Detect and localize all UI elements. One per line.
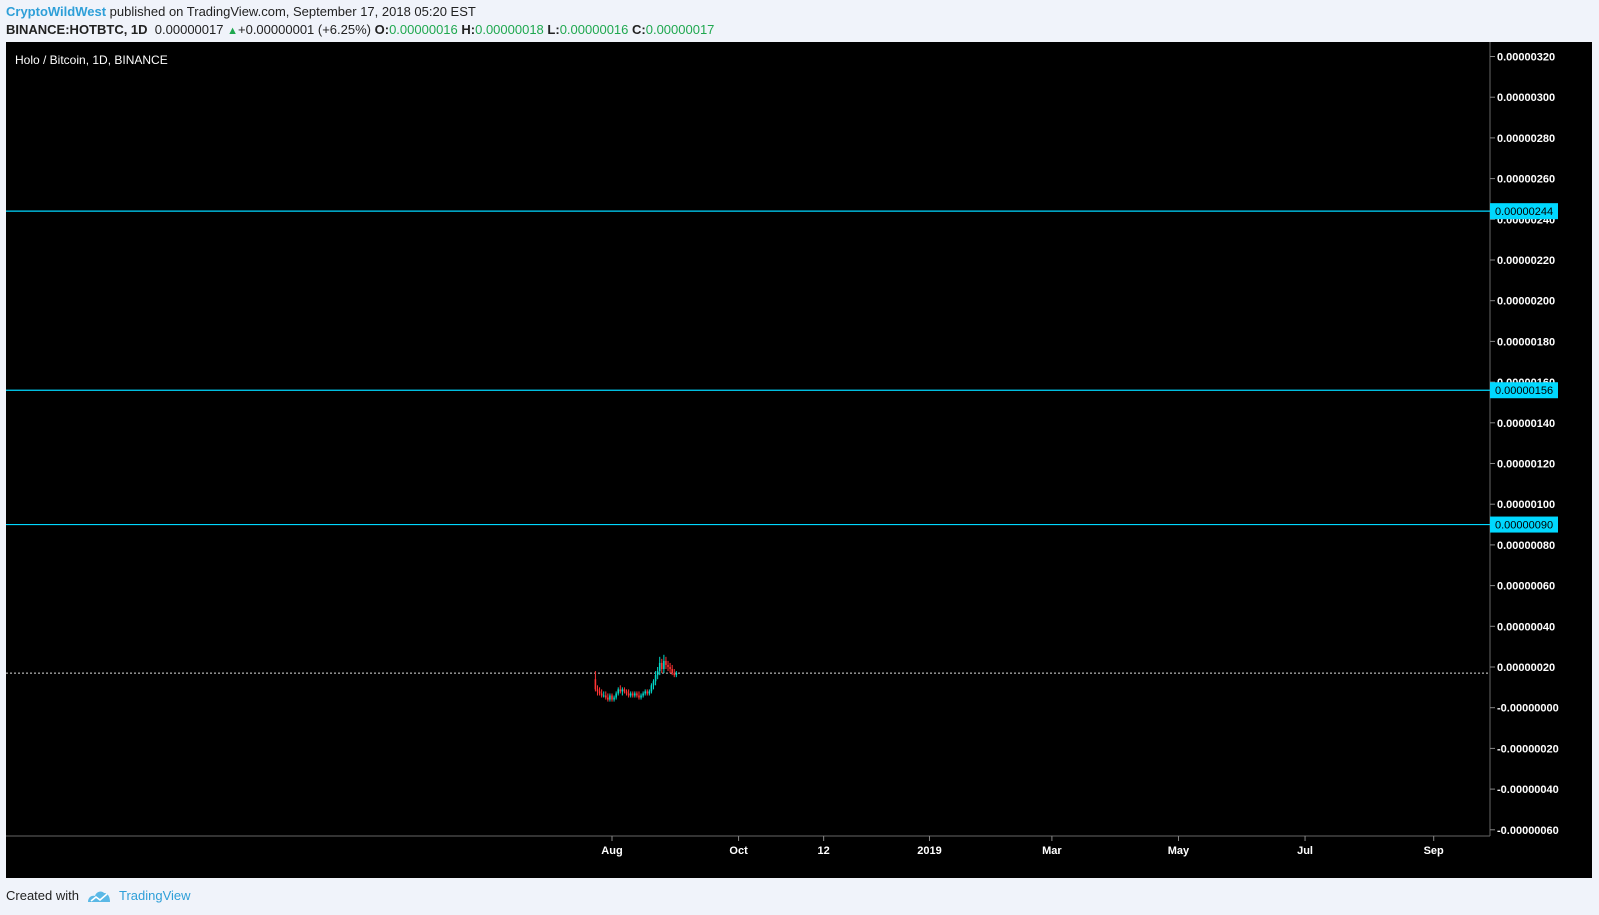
chart-title: Holo / Bitcoin, 1D, BINANCE (15, 53, 168, 67)
x-tick-label: Aug (601, 845, 622, 857)
level-price-tag (1490, 516, 1558, 533)
candle-body (596, 689, 599, 692)
x-tick-label: Jul (1297, 845, 1313, 857)
triangle-up-icon: ▲ (227, 25, 238, 37)
candle-body (598, 691, 601, 694)
candle-body (648, 691, 651, 694)
candle-body (669, 667, 671, 670)
candle-body (607, 697, 609, 700)
candle-body (658, 662, 661, 672)
candle-body (611, 695, 613, 700)
level-price-tag (1490, 382, 1558, 399)
y-tick-label: -0.00000020 (1497, 743, 1559, 755)
candle-body (640, 695, 642, 698)
ohlc-header: BINANCE:HOTBTC, 1D 0.00000017 ▲+0.000000… (6, 22, 714, 37)
y-tick-label: 0.00000120 (1497, 459, 1555, 471)
chart-container[interactable]: Holo / Bitcoin, 1D, BINANCE 0.00000320 0.… (6, 42, 1592, 878)
high-value: 0.00000018 (475, 22, 544, 37)
last-price: 0.00000017 (154, 22, 224, 37)
y-tick-label: 0.00000300 (1497, 92, 1555, 104)
x-tick-label: Sep (1424, 845, 1444, 857)
tradingview-logo-icon[interactable] (87, 889, 111, 903)
y-tick-label: 0.00000200 (1497, 296, 1555, 308)
candle-body (650, 685, 653, 692)
candle-body (656, 671, 659, 676)
candle-body (638, 695, 640, 698)
candle-body (667, 664, 669, 667)
candle-body (602, 695, 605, 697)
y-tick-label: 0.00000060 (1497, 581, 1555, 593)
y-tick-label: -0.00000040 (1497, 784, 1559, 796)
level-price-label: 0.00000090 (1495, 520, 1553, 532)
candle-body (654, 675, 657, 682)
candle-body (644, 691, 646, 694)
price-axis-background (1490, 42, 1592, 878)
candle-body (636, 693, 638, 696)
tradingview-link[interactable]: TradingView (118, 888, 191, 903)
price-change: +0.00000001 (+6.25%) (238, 22, 371, 37)
level-price-tag (1490, 203, 1558, 220)
candle-body (634, 693, 636, 696)
y-tick-label: 0.00000260 (1497, 174, 1555, 186)
y-tick-label: 0.00000180 (1497, 336, 1555, 348)
y-tick-label: -0.00000000 (1497, 703, 1559, 715)
y-tick-label: 0.00000100 (1497, 499, 1555, 511)
candle-body (613, 697, 615, 700)
author-link[interactable]: CryptoWildWest (6, 4, 107, 19)
x-tick-label: May (1168, 845, 1190, 857)
close-value: 0.00000017 (645, 22, 715, 37)
candle-body (652, 681, 655, 686)
candle-body (594, 679, 597, 690)
candle-body (619, 689, 622, 692)
publish-info: CryptoWildWest published on TradingView.… (6, 4, 476, 19)
candle-body (625, 691, 628, 694)
candle-body (665, 660, 667, 665)
x-tick-label: Mar (1042, 845, 1062, 857)
low-label: L: (547, 22, 560, 37)
candle-body (604, 695, 607, 698)
candle-body (627, 693, 630, 696)
candle-body (615, 693, 617, 698)
y-tick-label: -0.00000060 (1497, 825, 1559, 837)
y-tick-label: 0.00000280 (1497, 133, 1555, 145)
level-price-label: 0.00000244 (1495, 206, 1553, 218)
y-tick-label: 0.00000040 (1497, 621, 1555, 633)
high-label: H: (461, 22, 476, 37)
y-tick-label: 0.00000140 (1497, 418, 1555, 430)
candle-body (629, 693, 632, 696)
candle-body (642, 693, 644, 696)
candle-body (600, 693, 603, 696)
y-tick-label: 0.00000020 (1497, 662, 1555, 674)
y-tick-label: 0.00000080 (1497, 540, 1555, 552)
candle-body (675, 673, 678, 676)
y-tick-label: 0.00000220 (1497, 255, 1555, 267)
x-tick-label: 12 (818, 845, 830, 857)
candle-body (663, 660, 665, 670)
candle-body (609, 695, 611, 700)
low-value: 0.00000016 (559, 22, 629, 37)
candle-body (621, 689, 624, 692)
candle-body (671, 669, 673, 674)
symbol-label: BINANCE:HOTBTC, 1D (6, 22, 148, 37)
candle-body (661, 662, 663, 670)
open-label: O: (374, 22, 390, 37)
y-tick-label: 0.00000320 (1497, 52, 1555, 64)
candle-body (617, 689, 620, 694)
time-axis-background (6, 836, 1592, 878)
candle-body (646, 691, 649, 694)
open-value: 0.00000016 (389, 22, 458, 37)
close-label: C: (632, 22, 646, 37)
created-with-text: Created with (6, 888, 79, 903)
level-price-label: 0.00000156 (1495, 385, 1553, 397)
candle-body (631, 693, 634, 696)
published-text: published on TradingView.com, September … (109, 4, 476, 19)
footer: Created with TradingView (6, 888, 191, 903)
x-tick-label: 2019 (917, 845, 941, 857)
candle-body (623, 689, 626, 692)
plot-background (6, 42, 1490, 836)
candle-body (673, 673, 676, 676)
x-tick-label: Oct (729, 845, 748, 857)
price-chart[interactable]: Holo / Bitcoin, 1D, BINANCE 0.00000320 0.… (6, 42, 1592, 878)
